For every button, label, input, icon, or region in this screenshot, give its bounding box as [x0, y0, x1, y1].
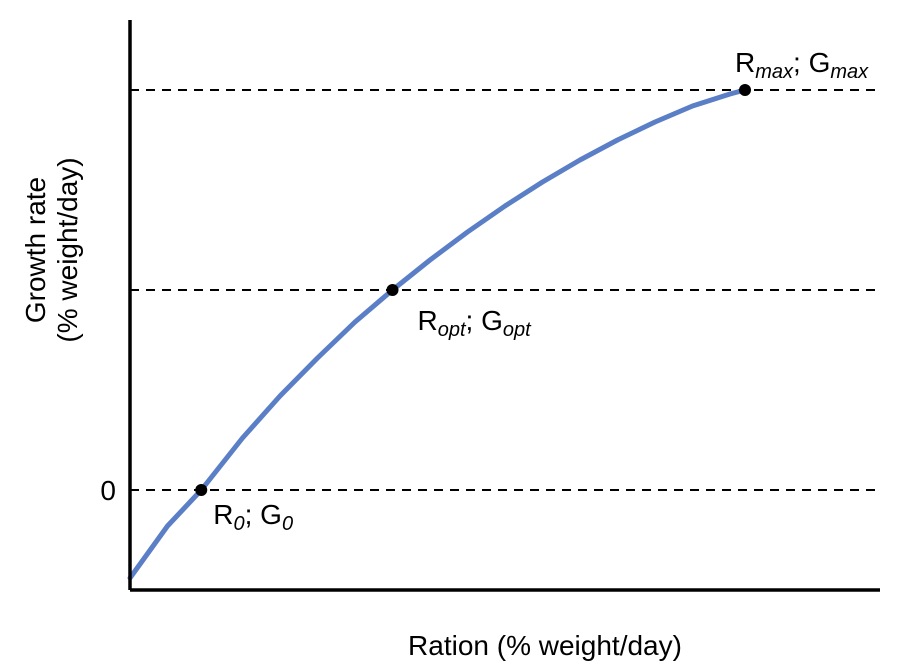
y-zero-label: 0 — [100, 475, 116, 506]
marker-opt — [387, 284, 399, 296]
marker-zero — [195, 484, 207, 496]
marker-label-zero: R0; G0 — [213, 499, 293, 535]
growth-ration-chart: 0R0; G0Ropt; GoptRmax; GmaxRation (% wei… — [0, 0, 917, 671]
y-axis-label-line1: Growth rate — [20, 177, 51, 323]
chart-svg: 0R0; G0Ropt; GoptRmax; GmaxRation (% wei… — [0, 0, 917, 671]
y-axis-label-group: Growth rate(% weight/day) — [20, 157, 83, 342]
y-axis-label-line2: (% weight/day) — [52, 157, 83, 342]
marker-max — [739, 84, 751, 96]
x-axis-label: Ration (% weight/day) — [408, 630, 682, 661]
